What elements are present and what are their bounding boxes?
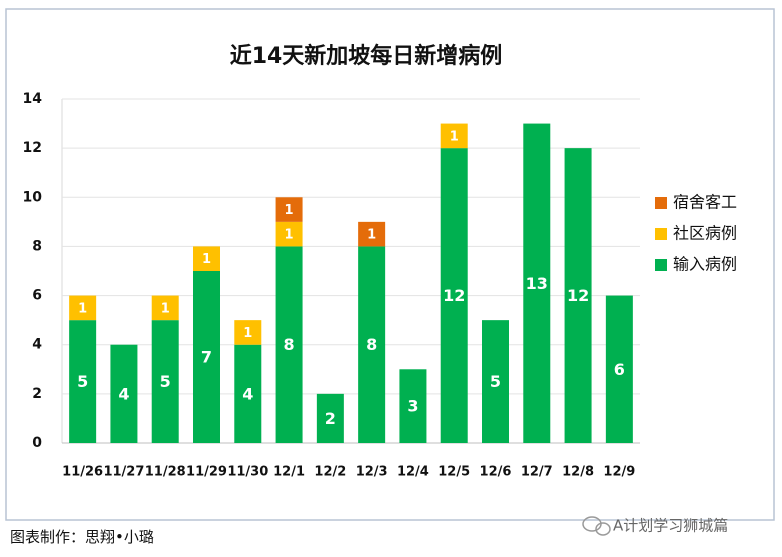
x-tick-label: 12/9 (603, 465, 635, 480)
x-tick-label: 11/28 (145, 465, 186, 480)
data-label: 6 (614, 360, 625, 379)
chart-title: 近14天新加坡每日新增病例 (230, 43, 503, 69)
data-label: 1 (78, 301, 87, 316)
watermark-icon (582, 516, 611, 536)
data-label: 2 (325, 409, 336, 428)
bar-segment (523, 123, 551, 444)
data-label: 3 (407, 397, 418, 416)
x-tick-label: 12/1 (273, 465, 305, 480)
bar-segment (399, 369, 427, 443)
bar-segment (440, 148, 468, 443)
data-label: 1 (285, 203, 294, 218)
data-label: 1 (450, 129, 459, 144)
data-label: 4 (118, 384, 129, 403)
y-tick-label: 4 (32, 337, 42, 353)
x-tick-label: 11/30 (227, 465, 268, 480)
bar-segment (69, 320, 97, 443)
bar-segment (69, 295, 97, 321)
x-tick-label: 11/29 (186, 465, 227, 480)
x-tick-label: 12/5 (438, 465, 470, 480)
bar-segment (564, 148, 592, 443)
data-label: 4 (242, 384, 253, 403)
y-tick-label: 12 (23, 140, 42, 156)
bar-segment (316, 393, 344, 443)
data-label: 5 (490, 372, 501, 391)
legend-swatch (655, 228, 667, 240)
bar-segment (358, 246, 386, 443)
data-label: 12 (443, 286, 465, 305)
data-label: 1 (367, 228, 376, 243)
legend-swatch (655, 197, 667, 209)
bar-segment (151, 295, 179, 321)
x-tick-label: 11/26 (62, 465, 103, 480)
bar-segment (234, 344, 262, 443)
x-tick-label: 11/27 (103, 465, 144, 480)
credit: 图表制作：思翔•小璐 (10, 528, 154, 546)
x-tick-label: 12/6 (480, 465, 512, 480)
bar-segment (193, 271, 220, 443)
data-label: 1 (285, 228, 294, 243)
bar-segment (358, 221, 386, 247)
data-label: 1 (161, 301, 170, 316)
data-label: 8 (284, 335, 295, 354)
bar-segment (605, 295, 633, 443)
x-tick-label: 12/7 (521, 465, 553, 480)
x-tick-label: 12/2 (314, 465, 346, 480)
data-label: 1 (202, 252, 211, 267)
data-label: 5 (160, 372, 171, 391)
bar-segment (275, 246, 303, 443)
bar-segment (234, 320, 262, 345)
data-label: 1 (243, 326, 252, 341)
x-tick-label: 12/4 (397, 465, 429, 480)
legend-label: 宿舍客工 (673, 193, 737, 212)
bar-segment (440, 123, 468, 149)
y-tick-label: 8 (32, 238, 42, 254)
x-tick-label: 12/8 (562, 465, 594, 480)
data-label: 5 (77, 372, 88, 391)
legend-swatch (655, 259, 667, 271)
legend-label: 社区病例 (673, 224, 737, 243)
data-label: 7 (201, 348, 212, 367)
data-label: 12 (567, 286, 589, 305)
legend-label: 输入病例 (673, 255, 737, 274)
data-label: 13 (526, 274, 548, 293)
bar-segment (482, 320, 509, 443)
bar-segment (110, 344, 138, 443)
y-tick-label: 10 (23, 189, 43, 205)
data-label: 8 (366, 335, 377, 354)
y-tick-label: 0 (32, 435, 42, 451)
bar-segment (193, 246, 220, 271)
x-tick-label: 12/3 (356, 465, 388, 480)
bar-segment (275, 197, 303, 222)
watermark: A计划学习狮城篇 (613, 517, 728, 535)
y-tick-label: 6 (32, 288, 42, 304)
y-tick-label: 2 (32, 386, 42, 402)
bar-segment (275, 221, 303, 247)
y-tick-label: 14 (23, 91, 43, 107)
bar-segment (151, 320, 179, 443)
